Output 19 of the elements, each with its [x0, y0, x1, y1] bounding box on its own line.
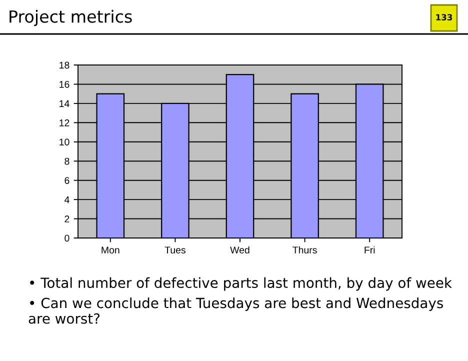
y-tick-label: 12: [60, 119, 70, 126]
x-tick-label: Fri: [364, 246, 375, 254]
y-tick-label: 6: [64, 177, 70, 184]
y-tick-label: 18: [60, 62, 70, 69]
text: • Can we conclude that Tuesdays are best and Wednesdays are worst?: [28, 298, 443, 324]
y-tick-label: 14: [60, 100, 70, 107]
x-tick-label: Tues: [164, 246, 186, 254]
y-tick-label: 10: [60, 138, 70, 146]
text: 133: [436, 14, 452, 20]
text: • Total number of defective parts last month, by day of week: [30, 277, 452, 291]
x-tick-label: Wed: [230, 246, 250, 254]
y-tick-label: 0: [64, 234, 70, 242]
y-tick-label: 2: [64, 216, 70, 222]
x-tick-label: Mon: [102, 246, 120, 254]
chart-title: Project metrics: [10, 10, 132, 26]
y-tick-label: 8: [64, 158, 70, 165]
x-tick-label: Thurs: [292, 246, 317, 254]
y-tick-label: 16: [60, 80, 70, 88]
y-tick-label: 4: [64, 196, 70, 204]
